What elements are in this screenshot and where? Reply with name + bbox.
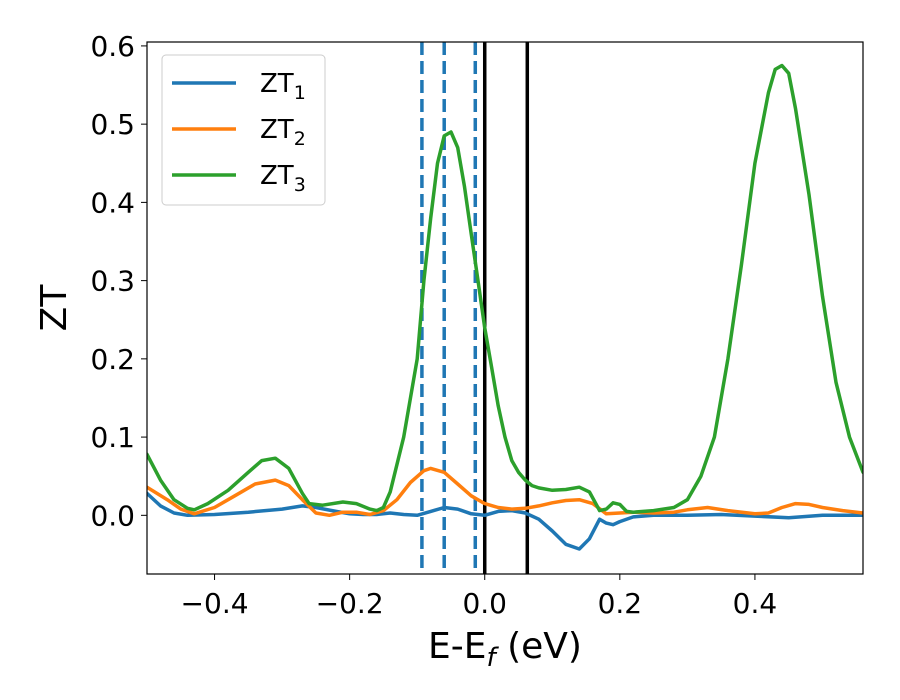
legend-label-zt1: ZT1 [260, 69, 306, 104]
series-zt2-line [147, 466, 863, 518]
x-tick-label: 0.0 [462, 587, 507, 620]
legend-label-zt2: ZT2 [260, 115, 306, 150]
y-tick-label: 0.6 [90, 30, 135, 63]
legend-label-zt3: ZT3 [260, 161, 306, 196]
y-tick-label: 0.1 [90, 421, 135, 454]
y-tick-label: 0.0 [90, 499, 135, 532]
legend-box [161, 54, 326, 206]
x-tick-label: 0.2 [598, 587, 643, 620]
series-zt1-line [147, 491, 863, 551]
y-axis-label: ZT [34, 284, 75, 332]
legend: ZT1 ZT2 ZT3 [161, 54, 326, 206]
x-axis-label: E-Ef (eV) [428, 626, 582, 673]
series-group [147, 63, 863, 551]
reference-lines [420, 42, 530, 574]
x-tick-label: −0.2 [316, 587, 384, 620]
y-tick-label: 0.5 [90, 108, 135, 141]
x-axis-ticks: −0.4 −0.2 0.0 0.2 0.4 [181, 574, 778, 620]
plot-frame [146, 41, 864, 575]
y-axis-ticks: 0.0 0.1 0.2 0.3 0.4 0.5 0.6 [90, 30, 147, 532]
x-tick-label: 0.4 [733, 587, 778, 620]
x-tick-label: −0.4 [181, 587, 249, 620]
series-zt3-line [147, 63, 863, 514]
y-tick-label: 0.4 [90, 186, 135, 219]
y-tick-label: 0.3 [90, 265, 135, 298]
y-tick-label: 0.2 [90, 343, 135, 376]
